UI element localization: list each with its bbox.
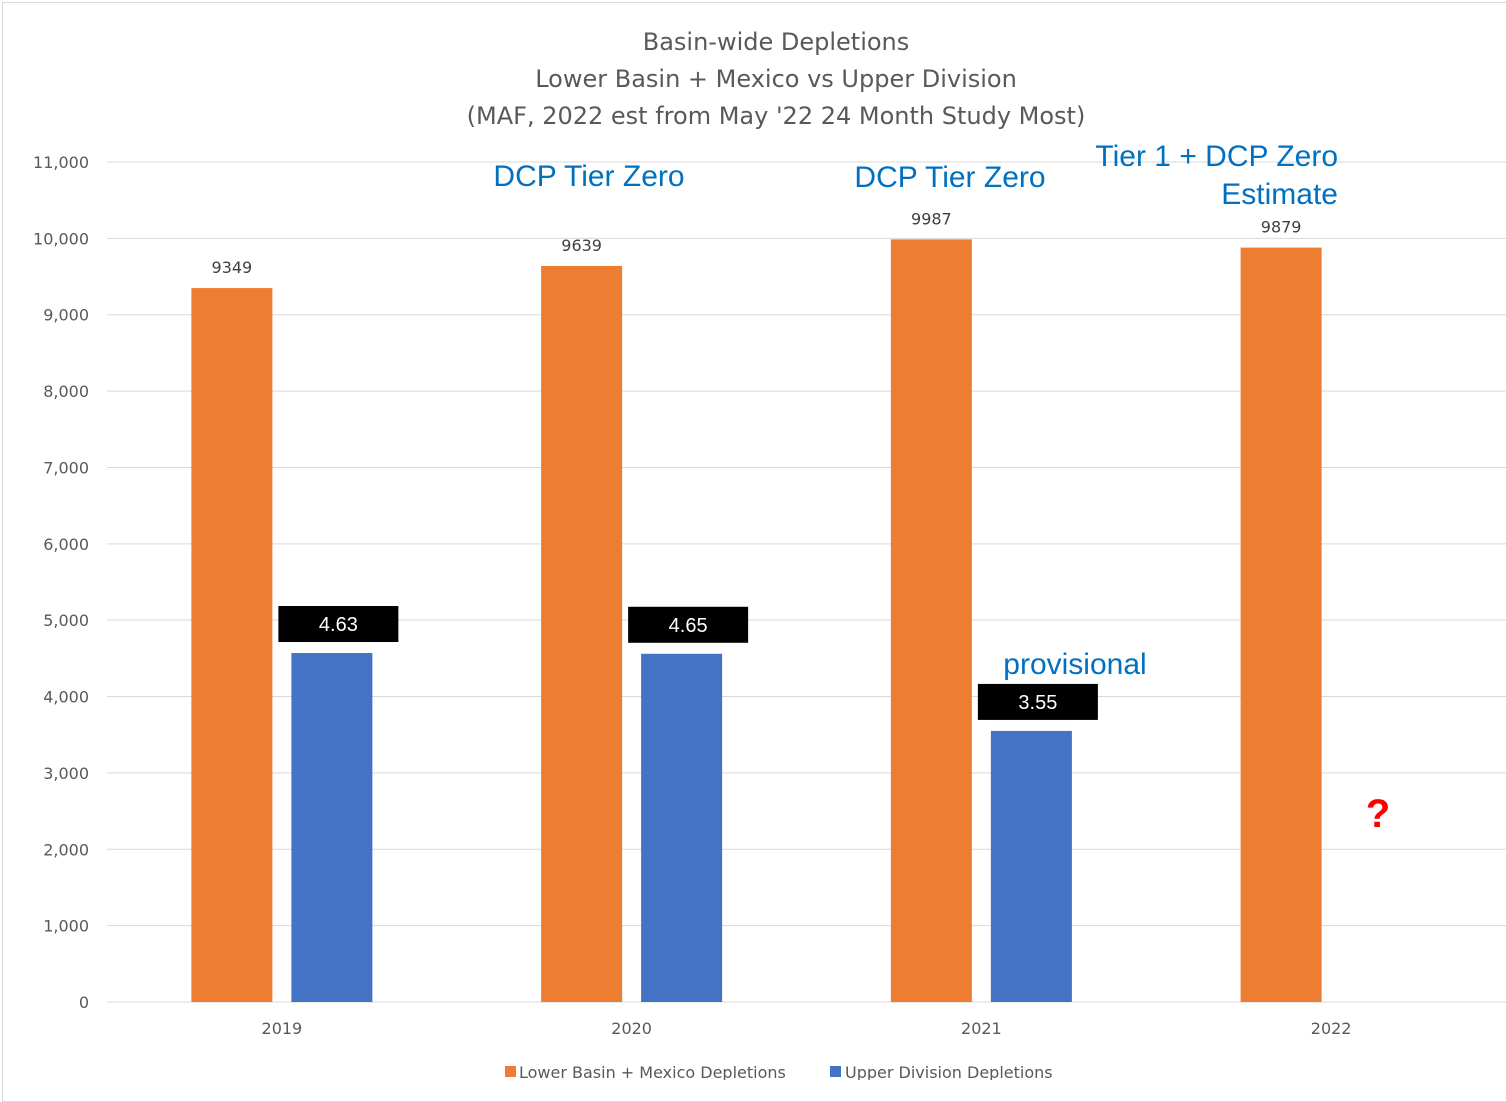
bar-lower-basin [1240,247,1322,1002]
y-tick-label: 1,000 [43,917,89,936]
data-label-lower-basin: 9349 [212,258,253,277]
data-label-box-upper-division [628,606,749,643]
y-tick-label: 0 [79,993,89,1012]
annotation-dcp-tier-zero-2020: DCP Tier Zero [493,160,684,193]
bar-lower-basin [890,239,972,1002]
bars [191,239,1322,1002]
data-label-upper-division: 4.63 [319,614,358,636]
annotation-provisional: provisional [1003,648,1146,681]
y-tick-label: 10,000 [33,229,89,248]
y-tick-label: 4,000 [43,688,89,707]
x-category-label: 2019 [262,1019,303,1038]
bar-upper-division [641,653,723,1002]
y-tick-label: 8,000 [43,382,89,401]
chart-subtitle-note: (MAF, 2022 est from May '22 24 Month Stu… [467,102,1086,130]
y-tick-label: 3,000 [43,764,89,783]
chart-subtitle: Lower Basin + Mexico vs Upper Division [535,65,1017,93]
bar-upper-division [291,653,373,1002]
legend-swatch-lower-basin [505,1066,516,1077]
legend-label-lower-basin: Lower Basin + Mexico Depletions [519,1063,786,1080]
chart-title: Basin-wide Depletions [643,28,910,56]
x-axis-categories: 2019 2020 2021 2022 [262,1019,1352,1038]
bar-lower-basin [191,288,273,1002]
data-label-lower-basin: 9879 [1261,218,1302,237]
y-tick-label: 7,000 [43,458,89,477]
legend-label-upper-division: Upper Division Depletions [845,1063,1053,1080]
legend: Lower Basin + Mexico Depletions Upper Di… [505,1063,1053,1080]
legend-swatch-upper-division [830,1066,841,1077]
y-tick-label: 9,000 [43,306,89,325]
data-labels: 9349 4.63 9639 4.65 9987 3.55 9879 [212,209,1302,720]
data-label-box-upper-division [977,683,1098,720]
data-label-box-upper-division [278,606,399,643]
bar-lower-basin [541,265,623,1002]
y-tick-label: 5,000 [43,611,89,630]
bar-upper-division [990,730,1072,1002]
y-tick-label: 6,000 [43,535,89,554]
data-label-lower-basin: 9639 [561,236,602,255]
annotation-estimate: Estimate [1221,178,1338,211]
data-label-lower-basin: 9987 [911,209,952,228]
x-category-label: 2020 [611,1019,652,1038]
y-tick-label: 11,000 [33,153,89,172]
x-category-label: 2022 [1311,1019,1352,1038]
data-label-upper-division: 3.55 [1018,692,1057,714]
y-axis-ticks: 0 1,000 2,000 3,000 4,000 5,000 6,000 7,000 8,00… [33,153,89,1012]
annotation-tier1-dcp-zero: Tier 1 + DCP Zero [1095,140,1338,173]
y-tick-label: 2,000 [43,840,89,859]
data-label-upper-division: 4.65 [669,615,708,637]
annotation-dcp-tier-zero-2021: DCP Tier Zero [854,161,1045,194]
annotation-question-mark: ? [1366,792,1390,836]
x-category-label: 2021 [961,1019,1002,1038]
